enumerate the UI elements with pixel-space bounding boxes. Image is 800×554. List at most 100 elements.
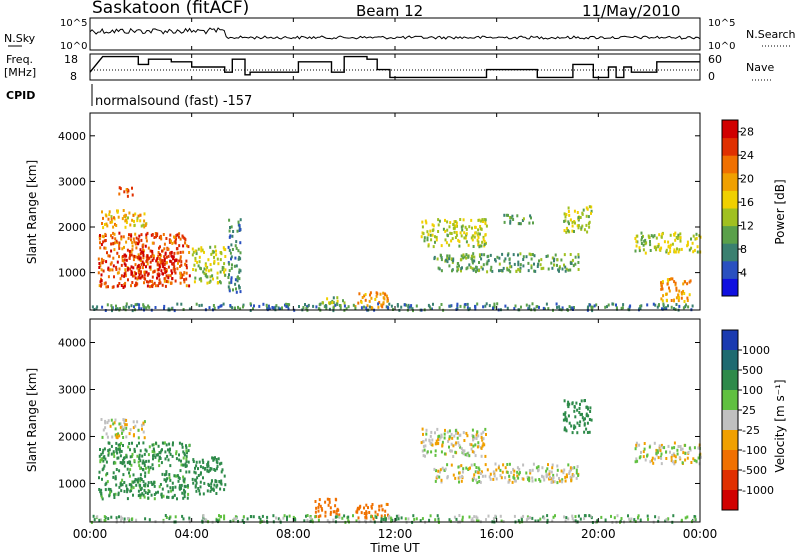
- velocity-pixel: [207, 460, 210, 464]
- power-pixel: [503, 220, 506, 224]
- power-pixel: [513, 262, 516, 266]
- velocity-pixel: [461, 449, 464, 453]
- power-pixel: [118, 241, 121, 245]
- velocity-pixel: [171, 481, 174, 485]
- velocity-pixel: [441, 443, 444, 447]
- power-pixel: [160, 235, 162, 239]
- velocity-pixel: [119, 448, 121, 452]
- power-pixel: [480, 257, 483, 261]
- power-pixel: [127, 236, 130, 240]
- velocity-pixel: [167, 490, 170, 494]
- power-pixel: [660, 284, 663, 288]
- velocity-pixel: [448, 445, 450, 449]
- velocity-pixel: [334, 504, 337, 508]
- velocity-pixel: [473, 473, 476, 477]
- freq-label-line1: Freq.: [6, 53, 33, 66]
- velocity-pixel: [139, 473, 142, 477]
- power-pixel: [454, 236, 457, 239]
- power-pixel: [453, 220, 456, 224]
- velocity-pixel: [152, 453, 155, 457]
- velocity-pixel: [169, 464, 172, 468]
- power-pixel: [464, 236, 467, 240]
- velocity-pixel: [158, 485, 161, 489]
- velocity-pixel: [106, 480, 109, 484]
- power-pixel: [167, 307, 170, 311]
- velocity-pixel: [126, 517, 129, 521]
- velocity-pixel: [671, 453, 674, 457]
- power-pixel: [440, 256, 443, 259]
- power-pixel: [185, 266, 188, 270]
- power-pixel: [227, 245, 230, 249]
- power-pixel: [134, 276, 137, 280]
- power-pixel: [118, 192, 121, 196]
- velocity-pixel: [689, 448, 692, 452]
- velocity-pixel: [193, 470, 196, 474]
- power-pixel: [456, 304, 459, 308]
- velocity-pixel: [699, 455, 702, 459]
- velocity-pixel: [492, 470, 495, 474]
- velocity-pixel: [473, 477, 475, 481]
- power-pixel: [563, 229, 566, 233]
- power-pixel: [120, 263, 123, 267]
- power-pixel: [426, 238, 429, 242]
- power-pixel: [569, 218, 572, 222]
- power-pixel: [180, 275, 183, 279]
- velocity-pixel: [131, 517, 134, 521]
- power-pixel: [131, 281, 134, 284]
- velocity-pixel: [541, 466, 544, 470]
- velocity-pixel: [171, 454, 174, 458]
- power-pixel: [135, 283, 138, 287]
- velocity-pixel: [133, 449, 136, 453]
- velocity-pixel: [476, 445, 479, 449]
- velocity-pixel: [518, 471, 521, 475]
- power-pixel: [140, 250, 143, 254]
- velocity-pixel: [448, 435, 451, 439]
- velocity-pixel: [335, 515, 337, 519]
- power-pixel: [655, 236, 658, 240]
- power-pixel: [100, 268, 103, 272]
- velocity-pixel: [218, 480, 221, 483]
- velocity-pixel: [531, 476, 534, 480]
- velocity-pixel: [512, 467, 515, 471]
- velocity-pixel: [152, 482, 155, 486]
- velocity-pixel: [99, 460, 102, 464]
- velocity-pixel: [629, 519, 632, 523]
- velocity-pixel: [129, 460, 132, 464]
- power-pixel: [175, 234, 178, 238]
- power-pixel: [107, 285, 109, 289]
- power-pixel: [200, 246, 203, 250]
- velocity-pixel: [242, 515, 245, 519]
- power-pixel: [114, 241, 116, 245]
- power-pixel: [643, 239, 646, 243]
- velocity-pixel: [546, 473, 549, 477]
- power-pixel: [108, 210, 111, 214]
- power-pixel: [137, 255, 140, 259]
- power-pixel: [185, 263, 188, 267]
- velocity-y-tick-label: 1000: [58, 477, 86, 490]
- velocity-pixel: [558, 479, 561, 483]
- velocity-pixel: [187, 492, 190, 496]
- power-pixel: [180, 302, 183, 306]
- velocity-pixel: [570, 479, 573, 483]
- power-pixel: [644, 251, 647, 255]
- velocity-pixel: [477, 466, 480, 470]
- velocity-pixel: [425, 428, 428, 432]
- power-pixel: [663, 240, 666, 244]
- velocity-pixel: [489, 477, 492, 481]
- velocity-pixel: [229, 519, 232, 523]
- power-colorbar-label: 24: [740, 149, 754, 162]
- velocity-pixel: [444, 428, 446, 432]
- power-pixel: [213, 260, 216, 264]
- power-pixel: [474, 225, 476, 229]
- power-pixel: [564, 219, 567, 223]
- power-pixel: [656, 245, 659, 249]
- power-pixel: [121, 247, 124, 251]
- velocity-pixel: [458, 433, 461, 437]
- velocity-pixel: [220, 461, 223, 465]
- power-pixel: [478, 261, 480, 264]
- power-pixel: [556, 263, 558, 267]
- velocity-pixel: [206, 463, 209, 467]
- power-pixel: [480, 227, 483, 231]
- velocity-pixel: [468, 454, 471, 458]
- velocity-pixel: [105, 481, 108, 485]
